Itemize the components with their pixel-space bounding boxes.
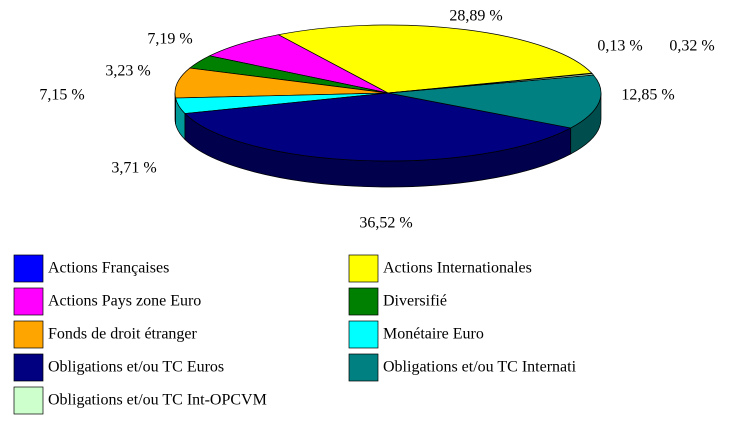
data-label: 0,13 % <box>597 38 642 55</box>
legend-label: Fonds de droit étranger <box>48 326 198 343</box>
legend-swatch <box>13 386 44 415</box>
legend-swatch <box>348 287 379 316</box>
legend-label: Obligations et/ou TC Int-OPCVM <box>48 392 267 409</box>
legend-swatch <box>348 353 379 382</box>
data-label: 3,23 % <box>105 63 150 80</box>
data-label: 28,89 % <box>449 8 502 25</box>
data-label: 12,85 % <box>621 87 674 104</box>
legend-swatch <box>348 320 379 349</box>
legend-label: Monétaire Euro <box>383 326 484 343</box>
pie-slice <box>387 74 602 129</box>
data-label: 3,71 % <box>111 160 156 177</box>
legend-label: Diversifié <box>383 293 447 310</box>
data-label: 36,52 % <box>359 215 412 232</box>
legend-label: Actions Internationales <box>383 260 532 277</box>
pie-slice <box>184 92 572 162</box>
legend-swatch <box>348 254 379 283</box>
legend-label: Obligations et/ou TC Euros <box>48 359 224 376</box>
legend-label: Actions Françaises <box>48 260 169 277</box>
legend-swatch <box>13 254 44 283</box>
pie-slice <box>387 73 595 94</box>
legend-swatch <box>13 353 44 382</box>
legend-swatch <box>13 287 44 316</box>
data-label: 0,32 % <box>669 38 714 55</box>
legend-label: Actions Pays zone Euro <box>48 293 201 310</box>
legend-swatch <box>13 320 44 349</box>
data-label: 7,15 % <box>39 87 84 104</box>
pie-tops <box>174 24 602 162</box>
legend-label: Obligations et/ou TC Internati <box>383 359 577 376</box>
data-label: 7,19 % <box>147 31 192 48</box>
